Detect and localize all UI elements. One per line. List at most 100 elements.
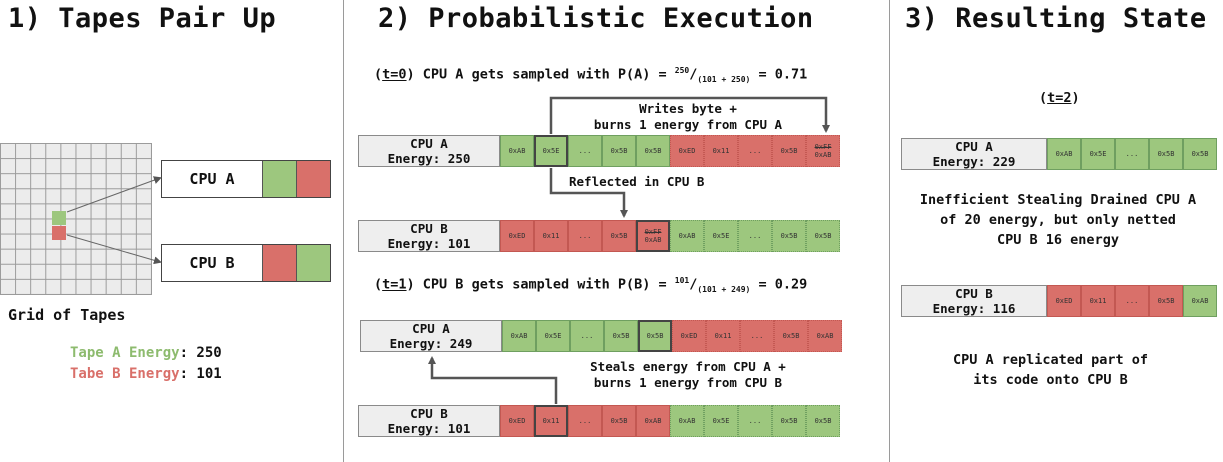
tape2-cpu-b-energy: Energy: 101 [387, 421, 471, 436]
tape2-cpu-a-name: CPU A [412, 321, 450, 336]
tape1-cpu-b-header: CPU B Energy: 101 [358, 220, 500, 252]
t2-step: t=2 [1047, 90, 1072, 106]
tape-cell: 0x5E [534, 135, 568, 167]
result-tape-cpu-b: CPU B Energy: 116 0xED 0x11 ... 0x5B 0xAB [901, 285, 1217, 317]
tape-cell: 0x5B [806, 220, 840, 252]
tape-cell: 0x5B [806, 405, 840, 437]
tape2-cpu-b-name: CPU B [410, 406, 448, 421]
t0-denominator: (101 + 250) [697, 75, 751, 85]
tape-cell: ... [568, 220, 602, 252]
tape-cell: 0xAB [670, 220, 704, 252]
cpu-b-box: CPU B [161, 244, 331, 282]
tape-cell: 0x5B [636, 135, 670, 167]
tape-cell: ... [738, 220, 772, 252]
result-cpu-b-energy: Energy: 116 [932, 301, 1016, 316]
cpu-a-swatch-red [296, 161, 330, 197]
result-cpu-a-name: CPU A [955, 139, 993, 154]
tape-cell: 0x11 [534, 405, 568, 437]
tape-cell: 0xED [500, 220, 534, 252]
tape-cell: 0xED [500, 405, 534, 437]
overwritten-byte: 0xFF [644, 228, 662, 236]
tape-cell: 0x11 [534, 220, 568, 252]
t2-step-line: (t=2) [1039, 90, 1080, 106]
tape2-cpu-b: CPU B Energy: 101 0xED 0x11 ... 0x5B 0xAB… [358, 405, 840, 437]
tape-cell: 0x5B [1149, 138, 1183, 170]
cpu-a-label: CPU A [189, 170, 235, 188]
tape-a-energy: Tape A Energy: 250 [70, 345, 222, 361]
tape2-cpu-a-header: CPU A Energy: 249 [360, 320, 502, 352]
new-byte: 0xAB [644, 236, 662, 244]
tape2-cpu-a: CPU A Energy: 249 0xAB 0x5E ... 0x5B 0x5B… [360, 320, 842, 352]
tape-cell: 0x5B [602, 405, 636, 437]
result-note-2: of 20 energy, but only netted [940, 212, 1176, 228]
overwritten-byte: 0xFF [814, 143, 832, 151]
tape-cell: ... [570, 320, 604, 352]
tape1-cpu-b: CPU B Energy: 101 0xED 0x11 ... 0x5B 0xFF… [358, 220, 840, 252]
tape-cell: 0xAB [1047, 138, 1081, 170]
tape-cell: 0x5B [638, 320, 672, 352]
tape-cell: 0x5B [602, 135, 636, 167]
tape-cell: ... [1115, 138, 1149, 170]
t0-numerator: 250 [674, 66, 690, 75]
result-cpu-b-name: CPU B [955, 286, 993, 301]
tape-b-energy: Tabe B Energy: 101 [70, 366, 222, 382]
result-cpu-a-energy: Energy: 229 [932, 154, 1016, 169]
t1-sampling-line: (t=1) CPU B gets sampled with P(B) = 101… [374, 276, 808, 295]
tape-cell: ... [740, 320, 774, 352]
tape-cell: 0x5B [772, 405, 806, 437]
tape-cell: ... [738, 135, 772, 167]
panel-divider-right [889, 0, 890, 462]
t0-step: t=0 [382, 66, 407, 83]
tape-grid [0, 143, 152, 295]
tape-cell: 0xAB [636, 405, 670, 437]
grid-cell-tape-a [52, 211, 66, 225]
tape-cell: ... [738, 405, 772, 437]
tape-cell: 0xED [670, 135, 704, 167]
tape-cell: 0x5B [604, 320, 638, 352]
tape1-cpu-b-name: CPU B [410, 221, 448, 236]
tape-cell: 0xED [672, 320, 706, 352]
tape-a-energy-label: Tape A Energy [70, 345, 180, 361]
tape-cell: 0xAB [808, 320, 842, 352]
cpu-b-label: CPU B [189, 254, 235, 272]
tape-cell: 0x5E [704, 220, 738, 252]
tape-a-energy-value: : 250 [179, 345, 222, 361]
steals-note-1: Steals energy from CPU A + [590, 359, 786, 374]
tape1-cpu-a-energy: Energy: 250 [387, 151, 471, 166]
tape-cell: ... [568, 405, 602, 437]
result-note-1: Inefficient Stealing Drained CPU A [919, 192, 1197, 208]
result-cpu-a-header: CPU A Energy: 229 [901, 138, 1047, 170]
cpu-b-swatch-green [296, 245, 330, 281]
t1-text: CPU B gets sampled with P(B) = [414, 276, 675, 293]
tape-cell: ... [1115, 285, 1149, 317]
tape-cell: 0x5B [772, 135, 806, 167]
steals-note-2: burns 1 energy from CPU B [593, 375, 783, 390]
writes-note-2: burns 1 energy from CPU A [593, 117, 783, 132]
tape1-cpu-b-energy: Energy: 101 [387, 236, 471, 251]
tape-cell: 0x5B [774, 320, 808, 352]
tape-cell: 0x11 [706, 320, 740, 352]
tape-cell: 0xAB [1183, 285, 1217, 317]
t1-denominator: (101 + 249) [697, 285, 751, 295]
result-cpu-b-header: CPU B Energy: 116 [901, 285, 1047, 317]
tape-cell: 0x5B [602, 220, 636, 252]
tape-cell: 0x5B [1183, 138, 1217, 170]
result-note-4: CPU A replicated part of [952, 352, 1149, 368]
grid-label: Grid of Tapes [8, 306, 126, 324]
tape-cell-split: 0xFF 0xAB [806, 135, 840, 167]
t0-sampling-line: (t=0) CPU A gets sampled with P(A) = 250… [374, 66, 808, 85]
t1-result: = 0.29 [750, 276, 808, 293]
tape-cell: 0x5E [1081, 138, 1115, 170]
panel-divider-left [343, 0, 344, 462]
cpu-a-box: CPU A [161, 160, 331, 198]
tape-cell: 0x11 [1081, 285, 1115, 317]
result-tape-cpu-a: CPU A Energy: 229 0xAB 0x5E ... 0x5B 0x5B [901, 138, 1217, 170]
result-note-5: its code onto CPU B [973, 372, 1128, 388]
result-note-3: CPU B 16 energy [997, 232, 1119, 248]
tape-cell: 0x11 [704, 135, 738, 167]
tape-cell: 0xAB [670, 405, 704, 437]
panel2-heading: 2) Probabilistic Execution [378, 3, 814, 34]
tape2-cpu-b-header: CPU B Energy: 101 [358, 405, 500, 437]
t1-step: t=1 [382, 276, 407, 293]
tape-cell: 0x5B [772, 220, 806, 252]
